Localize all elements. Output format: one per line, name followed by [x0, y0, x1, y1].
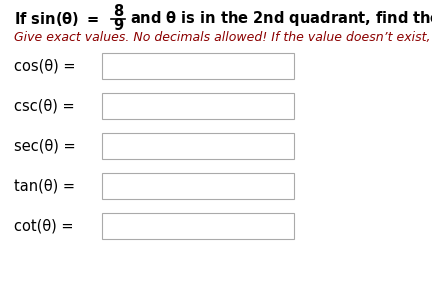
- Text: 9: 9: [113, 19, 123, 34]
- Bar: [102, 173, 294, 199]
- Text: csc(θ) =: csc(θ) =: [14, 98, 75, 113]
- Text: cos(θ) =: cos(θ) =: [14, 59, 76, 74]
- Text: If $\bf{sin(\theta)}$ $\bf{=}$: If $\bf{sin(\theta)}$ $\bf{=}$: [14, 10, 99, 28]
- Bar: [102, 133, 294, 159]
- Text: cot(θ) =: cot(θ) =: [14, 218, 73, 233]
- Text: 8: 8: [113, 4, 123, 19]
- Bar: [102, 93, 294, 119]
- Text: tan(θ) =: tan(θ) =: [14, 178, 75, 193]
- Text: and $\bf{\theta}$ is in the 2nd quadrant, find the follwoing:: and $\bf{\theta}$ is in the 2nd quadrant…: [130, 9, 432, 29]
- Text: Give exact values. No decimals allowed! If the value doesn’t exist, type DNE.: Give exact values. No decimals allowed! …: [14, 31, 432, 44]
- Bar: [102, 213, 294, 239]
- Bar: [102, 53, 294, 79]
- Text: sec(θ) =: sec(θ) =: [14, 138, 76, 153]
